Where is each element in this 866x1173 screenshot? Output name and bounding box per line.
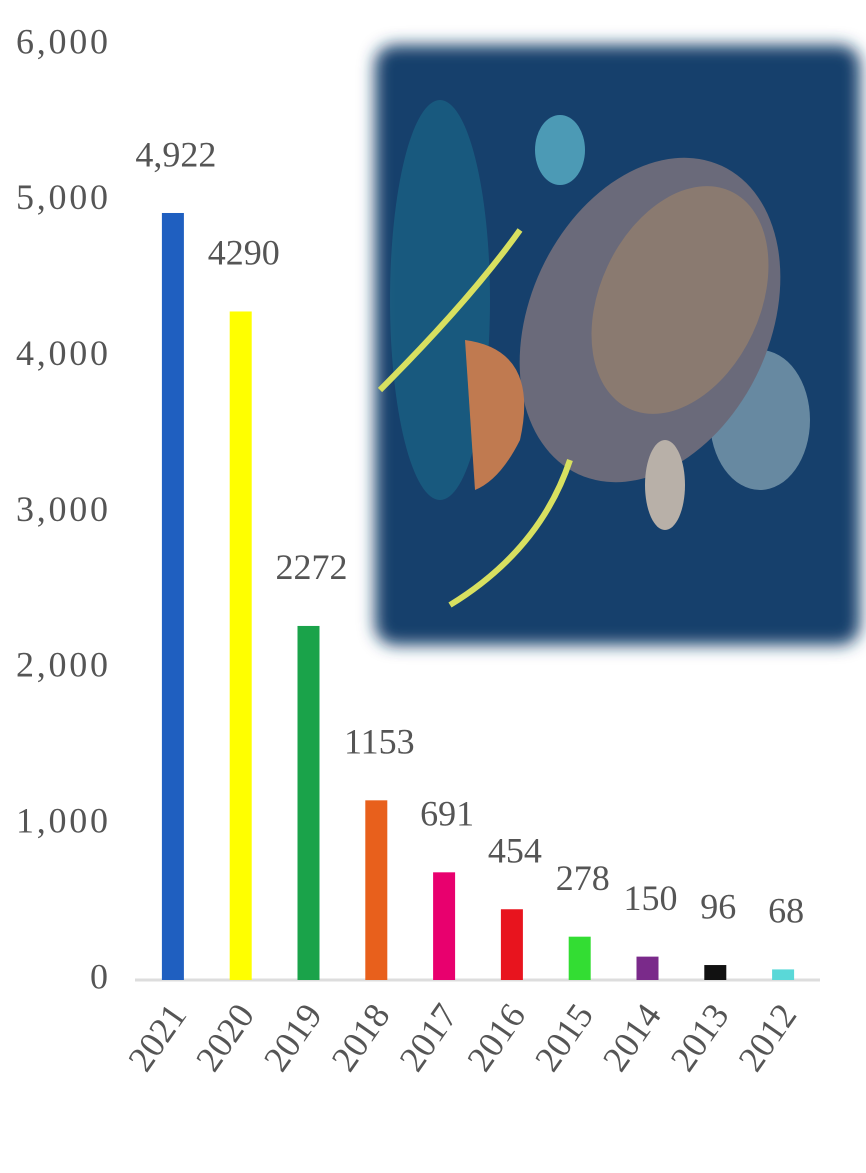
x-tick-label: 2018 bbox=[324, 996, 398, 1078]
bar bbox=[636, 956, 659, 980]
bar bbox=[365, 800, 388, 980]
x-tick-label: 2021 bbox=[120, 996, 194, 1078]
y-tick-label: 2,000 bbox=[16, 645, 108, 685]
x-tick-label: 2017 bbox=[391, 996, 465, 1078]
bar bbox=[772, 969, 795, 980]
bar bbox=[433, 872, 456, 980]
value-label: 150 bbox=[624, 878, 678, 918]
value-label: 4,922 bbox=[135, 134, 216, 174]
value-label: 68 bbox=[768, 891, 804, 931]
x-tick-label: 2014 bbox=[595, 996, 669, 1078]
bar bbox=[229, 311, 252, 981]
x-tick-label: 2015 bbox=[527, 996, 601, 1078]
value-label: 278 bbox=[556, 858, 610, 898]
x-tick-label: 2012 bbox=[730, 996, 804, 1078]
bar bbox=[297, 625, 320, 980]
value-label: 691 bbox=[420, 794, 474, 834]
bar bbox=[704, 965, 727, 980]
y-tick-label: 3,000 bbox=[16, 489, 108, 529]
value-label: 454 bbox=[488, 831, 542, 871]
value-label: 1153 bbox=[344, 722, 415, 762]
y-tick-label: 4,000 bbox=[16, 333, 108, 373]
value-label: 96 bbox=[700, 886, 736, 926]
bar bbox=[500, 909, 523, 980]
bar bbox=[568, 936, 591, 980]
y-tick-label: 1,000 bbox=[16, 800, 108, 840]
photo bbox=[375, 45, 860, 645]
bar bbox=[161, 212, 184, 980]
x-tick-label: 2013 bbox=[663, 996, 737, 1078]
y-tick-label: 6,000 bbox=[16, 21, 108, 61]
value-label: 4290 bbox=[208, 233, 280, 273]
x-tick-label: 2016 bbox=[459, 996, 533, 1078]
x-tick-label: 2019 bbox=[256, 996, 330, 1078]
y-tick-label: 5,000 bbox=[16, 177, 108, 217]
x-tick-label: 2020 bbox=[188, 996, 262, 1078]
y-tick-label: 0 bbox=[90, 956, 108, 996]
value-label: 2272 bbox=[276, 547, 348, 587]
